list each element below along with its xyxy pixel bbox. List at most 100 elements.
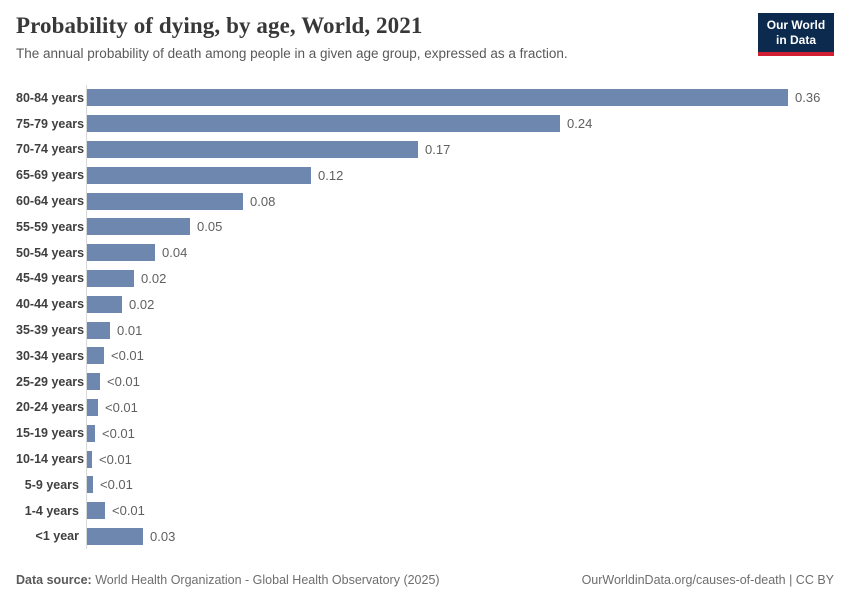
plot-area: 0.08	[86, 188, 834, 214]
plot-area: <0.01	[86, 471, 834, 498]
plot-area: <0.01	[86, 368, 834, 395]
y-axis-tick-label: 40-44 years	[16, 297, 85, 312]
y-axis-tick-label: 25-29 years	[16, 374, 85, 389]
y-axis-tick-label: 45-49 years	[16, 271, 85, 286]
y-axis-tick-label: 5-9 years	[24, 477, 79, 492]
bar[interactable]	[87, 347, 104, 365]
y-axis-tick-label: 20-24 years	[16, 400, 85, 415]
plot-area: 0.05	[86, 213, 834, 240]
y-axis-tick-label: 70-74 years	[16, 142, 85, 157]
owid-logo[interactable]: Our World in Data	[758, 13, 834, 56]
bar[interactable]	[87, 398, 98, 416]
bar[interactable]	[87, 166, 311, 184]
chart-row: 60-64 years 0.08	[16, 188, 834, 214]
chart-row: 20-24 years <0.01	[16, 394, 834, 421]
y-axis-tick-label: 35-39 years	[16, 323, 85, 338]
bar-value-label: <0.01	[100, 477, 133, 493]
chart-row: 50-54 years 0.04	[16, 239, 834, 266]
bar[interactable]	[87, 244, 155, 262]
chart-subtitle: The annual probability of death among pe…	[16, 46, 568, 61]
plot-area: 0.02	[86, 265, 834, 292]
y-axis-tick-label: 65-69 years	[16, 168, 85, 183]
chart-row: 30-34 years <0.01	[16, 342, 834, 369]
bar[interactable]	[87, 476, 93, 494]
bar-value-label: 0.01	[117, 322, 143, 338]
bar[interactable]	[87, 218, 190, 236]
plot-area: <0.01	[86, 420, 834, 447]
bar-value-label: <0.01	[105, 399, 138, 415]
plot-area: 0.24	[86, 110, 834, 137]
data-source-text: World Health Organization - Global Healt…	[91, 573, 440, 587]
chart-row: <1 year 0.03	[16, 523, 834, 550]
data-source-note: Data source: World Health Organization -…	[16, 573, 440, 587]
plot-area: 0.36	[86, 85, 834, 111]
owid-logo-line1: Our World	[766, 18, 826, 32]
bar-value-label: 0.04	[162, 245, 188, 261]
y-axis-tick-label: 75-79 years	[16, 116, 85, 131]
chart-row: 45-49 years 0.02	[16, 265, 834, 292]
y-axis-tick-label: 55-59 years	[16, 219, 85, 234]
plot-area: 0.02	[86, 291, 834, 318]
plot-area: 0.12	[86, 162, 834, 189]
bar[interactable]	[87, 140, 418, 158]
plot-area: 0.01	[86, 317, 834, 343]
y-axis-tick-label: 15-19 years	[16, 426, 85, 441]
plot-area: <0.01	[86, 342, 834, 369]
y-axis-tick-label: 60-64 years	[16, 194, 85, 209]
bar[interactable]	[87, 502, 105, 520]
attribution-link[interactable]: OurWorldinData.org/causes-of-death | CC …	[581, 573, 834, 587]
y-axis-tick-label: 30-34 years	[16, 348, 85, 363]
plot-area: 0.03	[86, 523, 834, 550]
bar[interactable]	[87, 450, 92, 468]
chart-row: 55-59 years 0.05	[16, 213, 834, 240]
bar[interactable]	[87, 115, 560, 133]
chart-row: 1-4 years <0.01	[16, 497, 834, 524]
bar[interactable]	[87, 269, 134, 287]
plot-area: 0.17	[86, 136, 834, 163]
y-axis-tick-label: <1 year	[35, 529, 79, 544]
bar-value-label: <0.01	[99, 451, 132, 467]
bar[interactable]	[87, 192, 243, 210]
bar-value-label: <0.01	[112, 503, 145, 519]
chart-row: 40-44 years 0.02	[16, 291, 834, 318]
y-axis-tick-label: 80-84 years	[16, 90, 85, 105]
plot-area: <0.01	[86, 394, 834, 421]
header-text-block: Probability of dying, by age, World, 202…	[16, 13, 568, 61]
chart-title: Probability of dying, by age, World, 202…	[16, 13, 423, 38]
bar-value-label: 0.03	[150, 528, 176, 544]
chart-row: 80-84 years 0.36	[16, 85, 834, 111]
chart-row: 25-29 years <0.01	[16, 368, 834, 395]
bar-value-label: <0.01	[107, 374, 140, 390]
plot-area: 0.04	[86, 239, 834, 266]
plot-area: <0.01	[86, 446, 834, 472]
chart-row: 70-74 years 0.17	[16, 136, 834, 163]
bar-value-label: 0.08	[250, 193, 276, 209]
bar-chart: 80-84 years 0.36 75-79 years 0.24 70-74 year…	[16, 85, 834, 550]
chart-row: 5-9 years <0.01	[16, 471, 834, 498]
chart-row: 10-14 years <0.01	[16, 446, 834, 472]
bar-value-label: <0.01	[111, 348, 144, 364]
bar[interactable]	[87, 321, 110, 339]
y-axis-tick-label: 1-4 years	[24, 503, 79, 518]
bar[interactable]	[87, 527, 143, 545]
bar[interactable]	[87, 424, 95, 442]
bar-value-label: 0.02	[129, 296, 155, 312]
bar[interactable]	[87, 373, 100, 391]
y-axis-tick-label: 10-14 years	[16, 452, 85, 467]
chart-row: 35-39 years 0.01	[16, 317, 834, 343]
chart-footer: Data source: World Health Organization -…	[0, 573, 850, 587]
chart-row: 75-79 years 0.24	[16, 110, 834, 137]
bar-value-label: 0.02	[141, 270, 167, 286]
bar[interactable]	[87, 89, 788, 107]
data-source-label: Data source:	[16, 573, 92, 587]
bar-value-label: 0.24	[567, 116, 593, 132]
chart-header: Probability of dying, by age, World, 202…	[0, 0, 850, 61]
bar-value-label: 0.36	[795, 90, 821, 106]
bar-value-label: 0.05	[197, 219, 223, 235]
plot-area: <0.01	[86, 497, 834, 524]
bar-value-label: 0.17	[425, 141, 451, 157]
owid-logo-line2: in Data	[775, 33, 816, 47]
bar[interactable]	[87, 295, 122, 313]
bar-value-label: <0.01	[102, 425, 135, 441]
